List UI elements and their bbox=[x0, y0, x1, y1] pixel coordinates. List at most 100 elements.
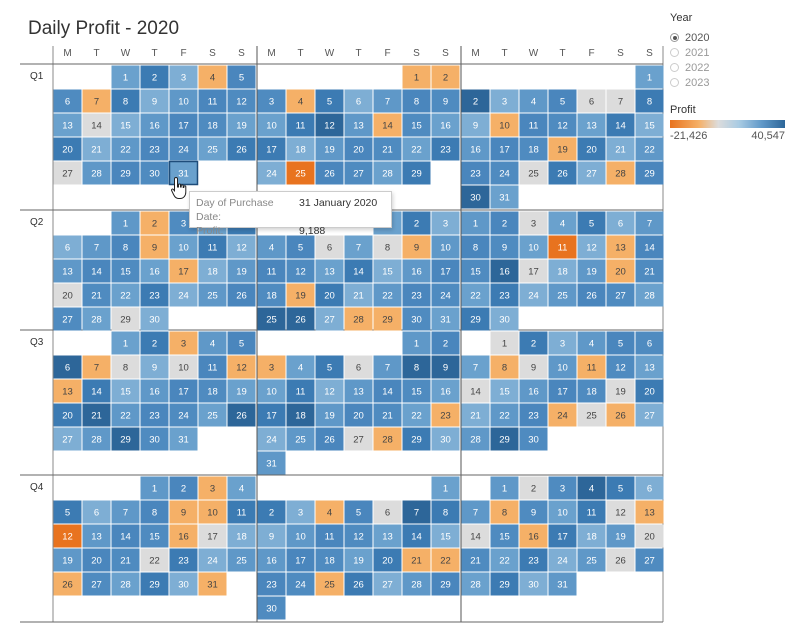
day-cell[interactable] bbox=[548, 235, 577, 259]
day-cell[interactable] bbox=[344, 427, 373, 451]
day-cell[interactable] bbox=[373, 500, 402, 524]
day-cell[interactable] bbox=[53, 355, 82, 379]
day-cell[interactable] bbox=[227, 259, 256, 283]
day-cell[interactable] bbox=[315, 572, 344, 596]
day-cell[interactable] bbox=[169, 137, 198, 161]
day-cell[interactable] bbox=[198, 572, 227, 596]
day-cell[interactable] bbox=[111, 113, 140, 137]
day-cell[interactable] bbox=[344, 259, 373, 283]
day-cell[interactable] bbox=[431, 211, 460, 235]
day-cell[interactable] bbox=[111, 235, 140, 259]
day-cell[interactable] bbox=[490, 185, 519, 209]
day-cell[interactable] bbox=[635, 283, 664, 307]
day-cell[interactable] bbox=[53, 283, 82, 307]
day-cell[interactable] bbox=[111, 427, 140, 451]
day-cell[interactable] bbox=[53, 524, 82, 548]
year-option-2022[interactable]: 2022 bbox=[670, 60, 795, 75]
day-cell[interactable] bbox=[519, 211, 548, 235]
day-cell[interactable] bbox=[373, 235, 402, 259]
day-cell[interactable] bbox=[198, 524, 227, 548]
day-cell[interactable] bbox=[431, 427, 460, 451]
day-cell[interactable] bbox=[519, 548, 548, 572]
day-cell[interactable] bbox=[519, 331, 548, 355]
day-cell[interactable] bbox=[344, 500, 373, 524]
day-cell[interactable] bbox=[431, 500, 460, 524]
day-cell[interactable] bbox=[227, 235, 256, 259]
day-cell[interactable] bbox=[344, 355, 373, 379]
day-cell[interactable] bbox=[431, 283, 460, 307]
day-cell[interactable] bbox=[577, 137, 606, 161]
day-cell[interactable] bbox=[257, 500, 286, 524]
day-cell[interactable] bbox=[635, 161, 664, 185]
day-cell[interactable] bbox=[198, 235, 227, 259]
day-cell[interactable] bbox=[140, 89, 169, 113]
day-cell[interactable] bbox=[461, 235, 490, 259]
day-cell[interactable] bbox=[257, 596, 286, 620]
day-cell[interactable] bbox=[169, 89, 198, 113]
day-cell[interactable] bbox=[111, 211, 140, 235]
day-cell[interactable] bbox=[315, 379, 344, 403]
day-cell[interactable] bbox=[431, 235, 460, 259]
day-cell[interactable] bbox=[82, 524, 111, 548]
day-cell[interactable] bbox=[82, 235, 111, 259]
day-cell[interactable] bbox=[548, 211, 577, 235]
day-cell[interactable] bbox=[286, 259, 315, 283]
day-cell[interactable] bbox=[257, 307, 286, 331]
day-cell[interactable] bbox=[635, 403, 664, 427]
day-cell[interactable] bbox=[286, 524, 315, 548]
day-cell[interactable] bbox=[431, 355, 460, 379]
day-cell[interactable] bbox=[606, 235, 635, 259]
day-cell[interactable] bbox=[140, 307, 169, 331]
day-cell[interactable] bbox=[402, 235, 431, 259]
day-cell[interactable] bbox=[257, 283, 286, 307]
day-cell[interactable] bbox=[344, 548, 373, 572]
day-cell[interactable] bbox=[286, 283, 315, 307]
day-cell[interactable] bbox=[111, 89, 140, 113]
day-cell[interactable] bbox=[402, 89, 431, 113]
day-cell[interactable] bbox=[431, 548, 460, 572]
day-cell[interactable] bbox=[82, 113, 111, 137]
day-cell[interactable] bbox=[111, 307, 140, 331]
day-cell[interactable] bbox=[635, 476, 664, 500]
day-cell[interactable] bbox=[344, 572, 373, 596]
day-cell[interactable] bbox=[635, 137, 664, 161]
day-cell[interactable] bbox=[227, 331, 256, 355]
day-cell[interactable] bbox=[373, 427, 402, 451]
day-cell[interactable] bbox=[577, 524, 606, 548]
day-cell[interactable] bbox=[635, 89, 664, 113]
day-cell[interactable] bbox=[519, 235, 548, 259]
day-cell[interactable] bbox=[227, 65, 256, 89]
day-cell[interactable] bbox=[344, 161, 373, 185]
day-cell[interactable] bbox=[519, 259, 548, 283]
day-cell[interactable] bbox=[431, 89, 460, 113]
day-cell[interactable] bbox=[373, 355, 402, 379]
day-cell[interactable] bbox=[490, 211, 519, 235]
day-cell[interactable] bbox=[577, 283, 606, 307]
day-cell[interactable] bbox=[461, 379, 490, 403]
day-cell[interactable] bbox=[286, 500, 315, 524]
day-cell[interactable] bbox=[111, 161, 140, 185]
day-cell[interactable] bbox=[227, 283, 256, 307]
day-cell[interactable] bbox=[577, 89, 606, 113]
day-cell[interactable] bbox=[548, 403, 577, 427]
day-cell[interactable] bbox=[606, 137, 635, 161]
day-cell[interactable] bbox=[490, 355, 519, 379]
day-cell[interactable] bbox=[169, 427, 198, 451]
day-cell[interactable] bbox=[606, 548, 635, 572]
day-cell[interactable] bbox=[461, 185, 490, 209]
day-cell[interactable] bbox=[635, 500, 664, 524]
day-cell[interactable] bbox=[315, 307, 344, 331]
day-cell[interactable] bbox=[53, 548, 82, 572]
day-cell[interactable] bbox=[548, 379, 577, 403]
day-cell[interactable] bbox=[315, 137, 344, 161]
day-cell[interactable] bbox=[257, 89, 286, 113]
day-cell[interactable] bbox=[257, 427, 286, 451]
day-cell[interactable] bbox=[315, 113, 344, 137]
day-cell[interactable] bbox=[402, 283, 431, 307]
day-cell[interactable] bbox=[198, 500, 227, 524]
day-cell[interactable] bbox=[490, 476, 519, 500]
day-cell[interactable] bbox=[606, 113, 635, 137]
day-cell[interactable] bbox=[140, 331, 169, 355]
day-cell[interactable] bbox=[257, 161, 286, 185]
day-cell[interactable] bbox=[461, 307, 490, 331]
